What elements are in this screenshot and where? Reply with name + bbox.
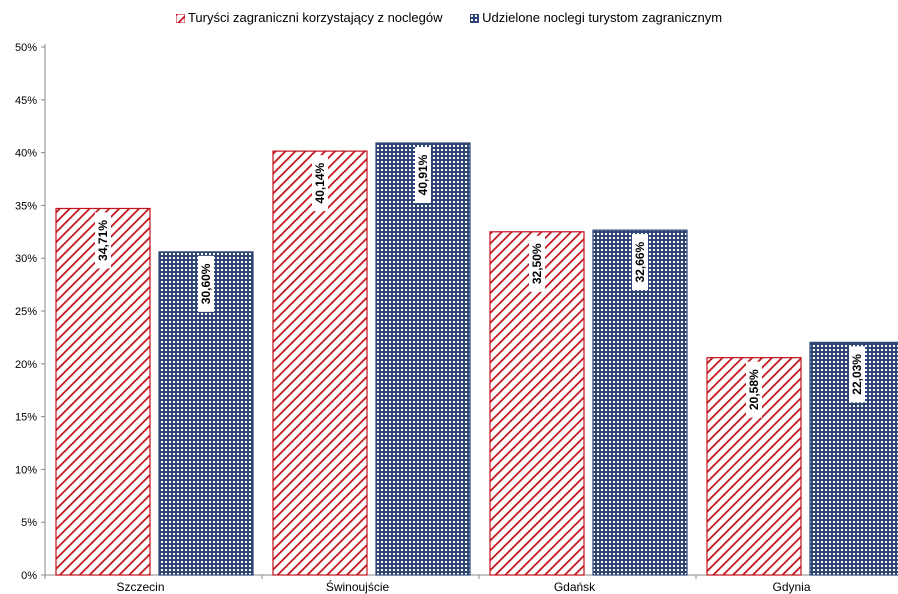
legend-item-nights: Udzielone noclegi turystom zagranicznym — [470, 10, 722, 25]
data-label: 32,50% — [530, 243, 544, 284]
data-label: 22,03% — [850, 354, 864, 395]
legend-label-tourists: Turyści zagraniczni korzystający z nocle… — [187, 10, 443, 25]
data-label-bg — [198, 255, 214, 312]
labels-group: Szczecin 34,71% 30,60% Świnoujście 40,14% 40,… — [95, 146, 865, 594]
x-category-label: Świnoujście — [326, 579, 390, 594]
data-label: 20,58% — [747, 369, 761, 410]
data-label: 34,71% — [96, 220, 110, 261]
y-tick-label: 45% — [15, 95, 37, 107]
y-tick-label: 10% — [15, 464, 37, 476]
data-label-bg — [746, 361, 762, 418]
bar — [375, 142, 471, 576]
y-tick-label: 0% — [21, 570, 37, 582]
legend-label-nights: Udzielone noclegi turystom zagranicznym — [482, 10, 723, 25]
data-label-bg — [312, 155, 328, 212]
bar — [272, 150, 368, 576]
data-label-bg — [95, 212, 111, 269]
data-label-bg — [415, 146, 431, 203]
bars-group — [55, 142, 898, 576]
y-tick-label: 35% — [15, 200, 37, 212]
y-tick-label: 25% — [15, 306, 37, 318]
data-label: 32,66% — [633, 241, 647, 282]
x-category-label: Szczecin — [116, 580, 164, 594]
bar — [706, 357, 802, 576]
y-tick-label: 15% — [15, 412, 37, 424]
y-tick-label: 30% — [15, 253, 37, 265]
data-label: 40,91% — [416, 154, 430, 195]
legend-swatch-nights — [470, 14, 480, 23]
bar — [55, 207, 151, 576]
y-tick-label: 5% — [21, 517, 37, 529]
chart-legend: Turyści zagraniczni korzystający z nocle… — [0, 10, 898, 25]
data-label: 30,60% — [199, 263, 213, 304]
bar — [809, 341, 898, 576]
data-label-bg — [632, 234, 648, 291]
y-tick-label: 40% — [15, 148, 37, 160]
x-category-label: Gdynia — [772, 580, 810, 594]
legend-item-tourists: Turyści zagraniczni korzystający z nocle… — [175, 10, 443, 25]
y-tick-label: 20% — [15, 359, 37, 371]
data-label-bg — [849, 346, 865, 403]
legend-swatch-tourists — [175, 14, 185, 23]
data-label: 40,14% — [313, 162, 327, 203]
y-tick-label: 50% — [15, 42, 37, 54]
x-category-label: Gdańsk — [554, 580, 596, 594]
data-label-bg — [529, 235, 545, 292]
